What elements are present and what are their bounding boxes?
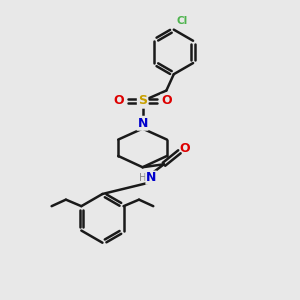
Text: O: O <box>161 94 172 107</box>
Text: H: H <box>139 172 146 183</box>
Text: N: N <box>137 117 148 130</box>
Text: O: O <box>113 94 124 107</box>
Text: O: O <box>179 142 190 155</box>
Text: N: N <box>146 171 156 184</box>
Text: S: S <box>138 94 147 107</box>
Text: Cl: Cl <box>177 16 188 26</box>
